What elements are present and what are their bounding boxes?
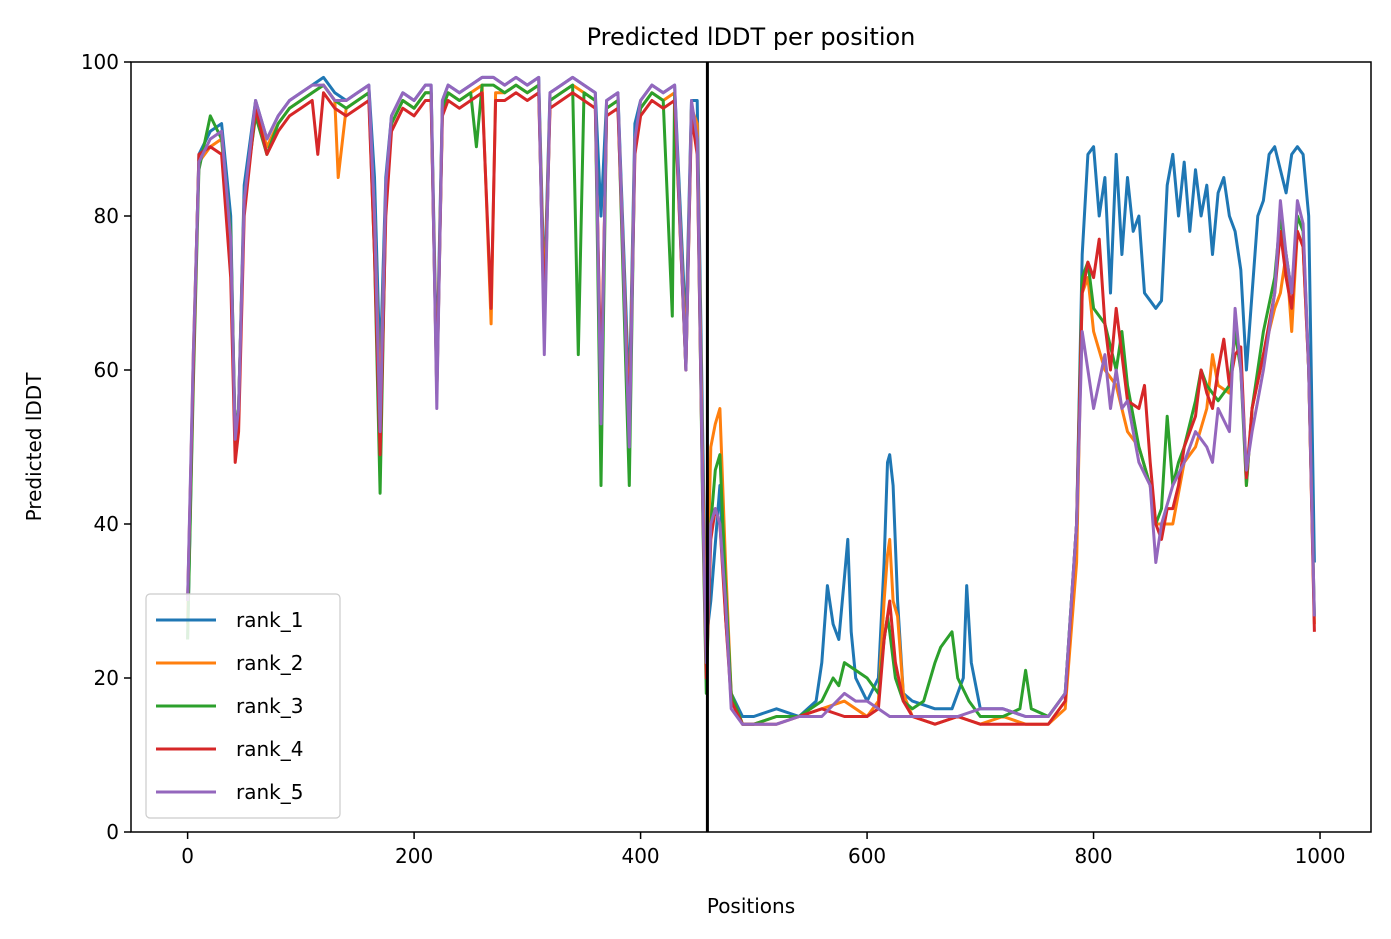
chart-title: Predicted lDDT per position: [587, 23, 916, 51]
y-tick-label: 100: [81, 50, 119, 74]
y-axis-title: Predicted lDDT: [22, 372, 46, 522]
x-tick-label: 0: [181, 844, 194, 868]
legend-label-rank-5: rank_5: [236, 780, 303, 804]
legend-label-rank-4: rank_4: [236, 737, 303, 761]
x-tick-label: 600: [848, 844, 886, 868]
x-tick-label: 1000: [1295, 844, 1346, 868]
x-tick-label: 800: [1074, 844, 1112, 868]
legend-items: rank_1 rank_2 rank_3 rank_4 rank_5: [156, 608, 303, 804]
series-layer: [186, 75, 1316, 726]
y-tick-label: 80: [94, 204, 119, 228]
x-tick-label: 200: [395, 844, 433, 868]
legend-box: [145, 593, 341, 819]
x-axis-title: Positions: [707, 894, 795, 918]
y-tick-label: 60: [94, 358, 119, 382]
plot-frame: [130, 61, 1372, 833]
legend-label-rank-2: rank_2: [236, 651, 303, 675]
x-tick-label: 400: [621, 844, 659, 868]
y-tick-label: 40: [94, 512, 119, 536]
legend: rank_1 rank_2 rank_3 rank_4 rank_5: [145, 593, 341, 819]
ticks-layer: 0 200 400 600 800 1000 0 20 40 60 80 100: [81, 50, 1346, 868]
legend-label-rank-3: rank_3: [236, 694, 303, 718]
y-tick-label: 0: [106, 820, 119, 844]
y-tick-label: 20: [94, 666, 119, 690]
legend-label-rank-1: rank_1: [236, 608, 303, 632]
series-line-rank-5: [186, 75, 1316, 726]
